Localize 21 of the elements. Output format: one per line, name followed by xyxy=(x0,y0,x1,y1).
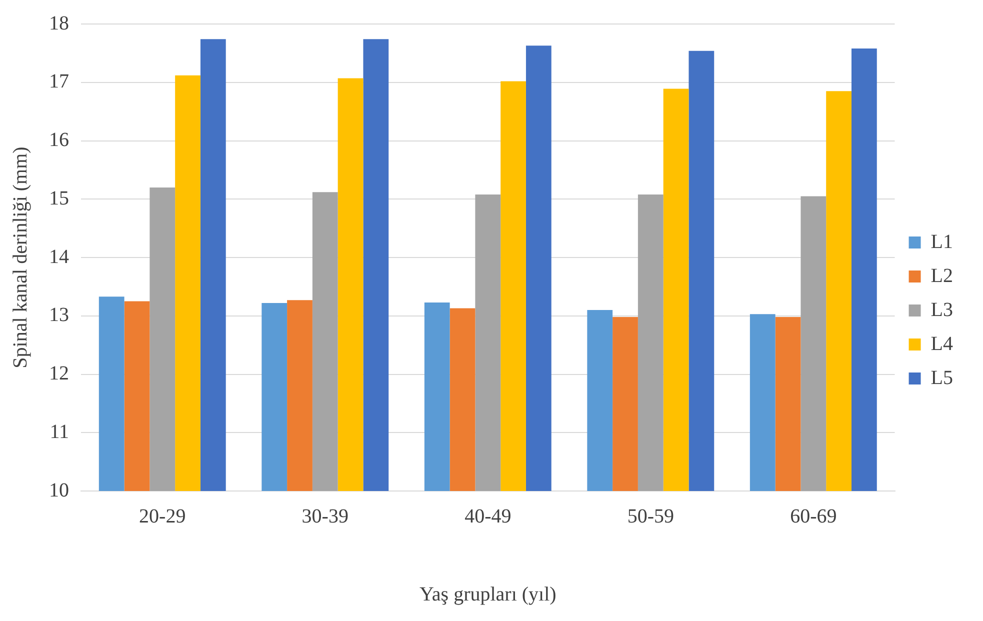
y-tick-label: 16 xyxy=(49,129,69,151)
x-axis-title: Yaş grupları (yıl) xyxy=(419,583,556,606)
y-axis-title: Spinal kanal derinliği (mm) xyxy=(9,146,32,368)
legend-label: L1 xyxy=(930,230,953,253)
y-tick-label: 18 xyxy=(49,12,69,34)
y-tick-label: 11 xyxy=(50,420,69,443)
x-tick-label: 60-69 xyxy=(790,505,837,528)
y-tick-label: 15 xyxy=(49,187,69,210)
legend-label: L5 xyxy=(930,366,953,389)
y-tick-label: 14 xyxy=(49,246,69,268)
y-tick-label: 13 xyxy=(49,304,69,326)
x-tick-label: 50-59 xyxy=(627,505,674,528)
y-tick-label: 17 xyxy=(49,70,69,93)
x-tick-label: 30-39 xyxy=(302,505,348,528)
y-tick-label: 12 xyxy=(49,362,69,384)
x-tick-label: 20-29 xyxy=(139,505,186,528)
legend-label: L3 xyxy=(930,298,953,321)
x-tick-label: 40-49 xyxy=(464,505,512,528)
y-tick-label: 10 xyxy=(49,479,69,502)
legend-label: L4 xyxy=(930,332,953,355)
legend-label: L2 xyxy=(930,264,953,287)
